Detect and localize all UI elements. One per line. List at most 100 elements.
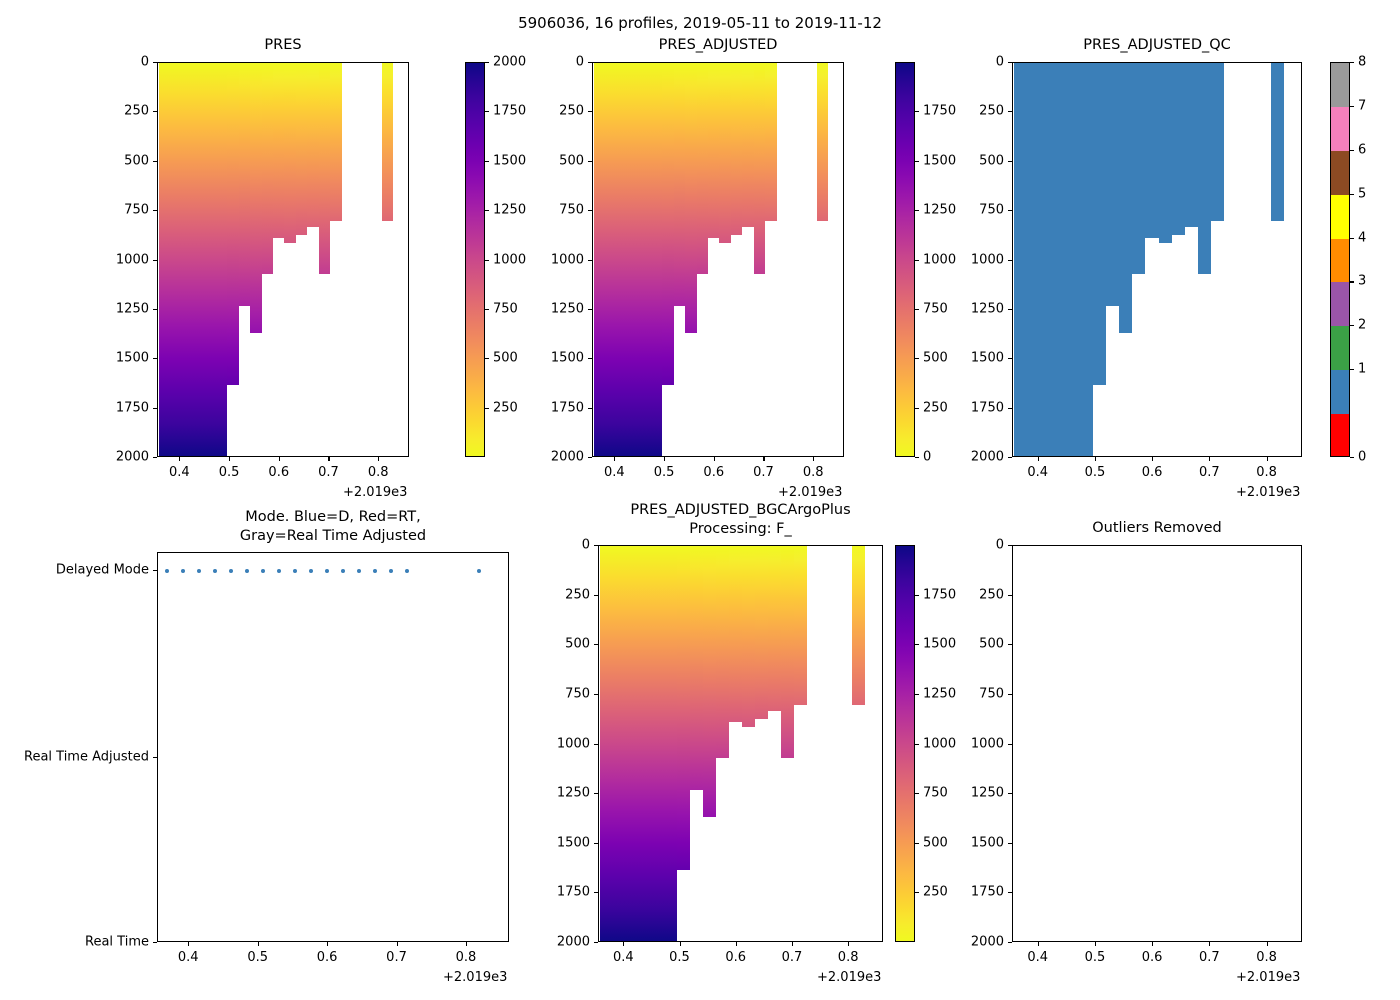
heatmap-column: [181, 63, 194, 456]
colorbar-tick-label: 750: [923, 301, 948, 317]
colorbar-tick-mark: [1350, 369, 1354, 371]
heatmap-column: [273, 63, 285, 238]
colorbar-tick-label: 2000: [493, 54, 527, 70]
mode-point: [196, 569, 201, 573]
ytick-label-outliers: 250: [979, 587, 1004, 603]
xtick-label: 0.4: [177, 950, 199, 965]
ytick-mark: [1008, 62, 1012, 64]
ytick-label-pres_adjusted: 1500: [550, 350, 584, 366]
ytick-label-bgc: 1500: [556, 835, 590, 851]
ytick-mark: [1008, 793, 1012, 795]
xtick-mark: [735, 942, 737, 946]
colorbar-tick-label: 1: [1358, 361, 1367, 377]
ytick-mark: [1008, 693, 1012, 695]
heatmap-column: [639, 63, 651, 456]
xtick-label: 0.7: [318, 465, 339, 480]
heatmap-column: [730, 63, 743, 235]
xtick-mark: [1094, 942, 1097, 946]
mode-point: [228, 569, 233, 573]
x-axis-offset-label: +2.019e3: [1236, 485, 1301, 500]
ytick-label-pres: 500: [124, 153, 149, 169]
panel-title-bgc: PRES_ADJUSTED_BGCArgoPlus Processing: F_: [630, 502, 851, 537]
xtick-label: 0.8: [1256, 465, 1277, 480]
colorbar-tick-label: 1500: [923, 636, 957, 652]
colorbar-tick-label: 1750: [923, 587, 957, 603]
xtick-mark: [1152, 942, 1154, 946]
ytick-mark: [1008, 308, 1012, 310]
ytick-label-bgc: 250: [565, 587, 590, 603]
ytick-mark: [1008, 743, 1012, 745]
colorbar-tick-label: 1500: [493, 153, 527, 169]
ytick-label-bgc: 1250: [556, 785, 590, 801]
ytick-label-pres_adjusted: 250: [559, 103, 584, 119]
ytick-label-pres: 1250: [115, 301, 149, 317]
ytick-label-outliers: 1500: [970, 835, 1004, 851]
qc-colorbar-band: [1331, 414, 1349, 456]
xtick-mark: [278, 457, 280, 461]
xtick-label: 0.7: [1198, 950, 1220, 965]
panel-title-mode: Mode. Blue=D, Red=RT, Gray=Real Time Adj…: [239, 509, 427, 544]
xtick-mark: [1037, 942, 1039, 946]
colorbar-tick-mark: [1350, 281, 1354, 283]
ytick-label-pres: 1750: [115, 400, 149, 416]
xtick-label: 0.6: [703, 465, 725, 480]
qc-column: [1158, 63, 1172, 243]
ytick-label-bgc: 500: [565, 636, 590, 652]
xtick-label: 0.7: [753, 465, 774, 480]
mode-point: [165, 569, 170, 573]
colorbar-pres_adjusted_qc: [1330, 62, 1350, 457]
ytick-mark: [594, 594, 598, 596]
panel-title-pres_adjusted: PRES_ADJUSTED: [658, 37, 778, 53]
heatmap-column: [780, 546, 794, 759]
mode-point: [340, 569, 345, 573]
xtick-label: 0.4: [1027, 465, 1049, 480]
ytick-label-pres_adjusted: 2000: [550, 449, 584, 465]
ytick-mark: [153, 457, 157, 459]
colorbar-tick-label: 750: [493, 301, 518, 317]
ytick-mark: [1008, 111, 1012, 113]
heatmap-column: [284, 63, 296, 243]
ytick-mark: [153, 111, 157, 113]
heatmap-column: [295, 63, 308, 235]
qc-column: [1171, 63, 1185, 235]
ytick-mark: [594, 842, 598, 844]
ytick-mark: [1008, 842, 1012, 844]
ytick-label-outliers: 500: [979, 636, 1004, 652]
colorbar-tick-mark: [485, 62, 489, 64]
xtick-label: 0.4: [604, 465, 625, 480]
colorbar-tick-mark: [915, 842, 919, 844]
colorbar-tick-label: 1500: [923, 153, 957, 169]
mode-point: [404, 569, 409, 573]
panel-title-pres: PRES: [264, 37, 302, 53]
panel-title-outliers: Outliers Removed: [1092, 520, 1222, 536]
ytick-mark: [1008, 457, 1012, 459]
colorbar-tick-mark: [915, 693, 919, 695]
mode-ytick-label: Delayed Mode: [55, 562, 149, 578]
heatmap-column: [330, 63, 342, 221]
heatmap-column: [703, 546, 717, 817]
ytick-mark: [588, 407, 592, 409]
qc-column: [1132, 63, 1146, 275]
colorbar-tick-label: 1250: [923, 202, 957, 218]
ytick-label-bgc: 750: [565, 686, 590, 702]
mode-ytick-label: Real Time Adjusted: [24, 749, 149, 765]
ytick-mark: [153, 259, 157, 261]
ytick-mark: [594, 693, 598, 695]
mode-point: [276, 569, 281, 573]
heatmap-column: [318, 63, 331, 275]
colorbar-tick-label: 250: [923, 400, 948, 416]
ytick-mark: [594, 743, 598, 745]
heatmap-column: [754, 546, 768, 719]
heatmap-column: [170, 63, 182, 456]
ytick-mark: [1008, 942, 1012, 944]
colorbar-tick-mark: [485, 407, 489, 409]
qc-column: [1145, 63, 1159, 238]
xtick-label: 0.8: [1256, 950, 1277, 965]
ytick-mark: [1008, 594, 1012, 596]
colorbar-tick-label: 1750: [493, 103, 527, 119]
heatmap-column: [628, 63, 640, 456]
heatmap-column: [193, 63, 205, 456]
xtick-mark: [813, 457, 815, 461]
panel-title-pres_adjusted_qc: PRES_ADJUSTED_QC: [1083, 37, 1231, 53]
